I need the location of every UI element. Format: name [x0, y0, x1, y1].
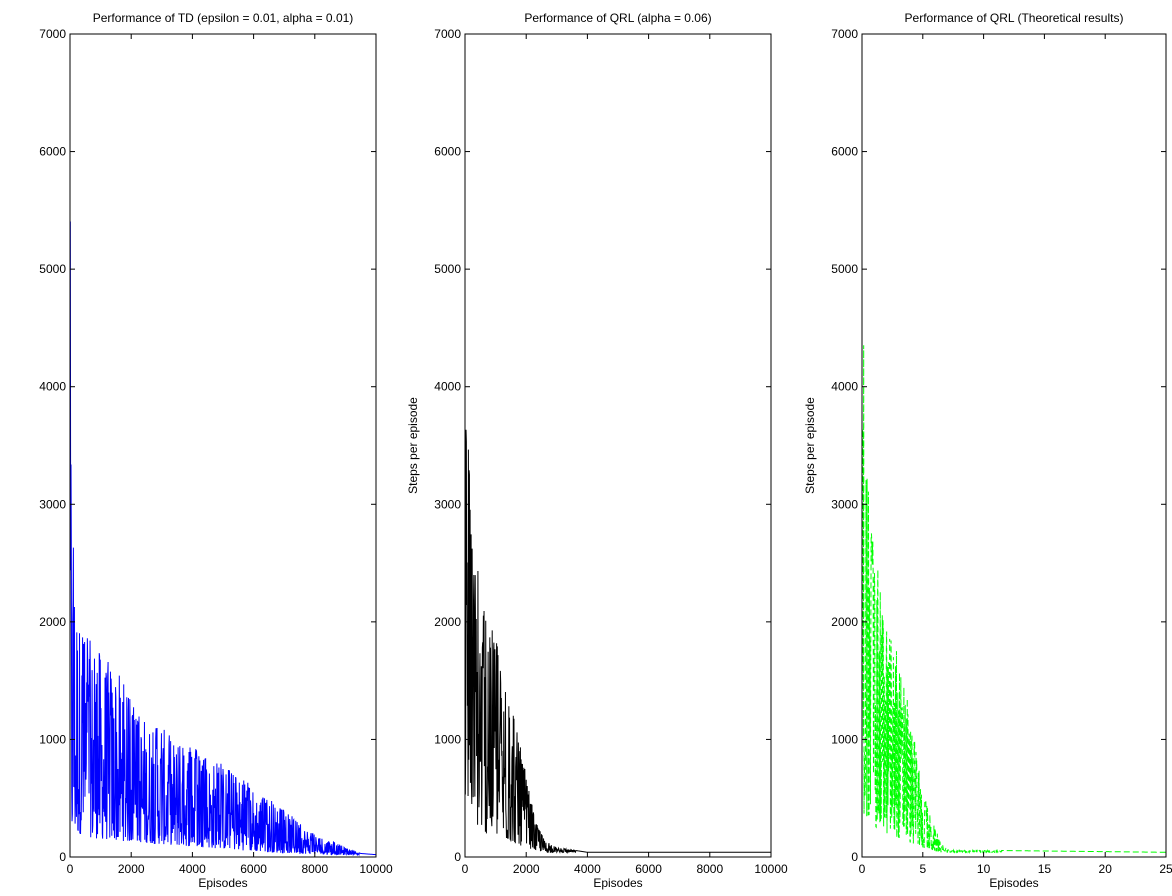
x-tick-label: 6000 — [635, 862, 662, 876]
x-tick-label: 6000 — [240, 862, 267, 876]
y-tick-label: 2000 — [39, 615, 66, 629]
x-tick-label: 8000 — [696, 862, 723, 876]
x-tick-label: 10000 — [754, 862, 788, 876]
plot-frame — [464, 33, 772, 858]
plot-frame — [861, 33, 1167, 858]
series-line-1 — [465, 429, 771, 855]
x-axis-label: Episodes — [593, 876, 642, 890]
x-tick-label: 8000 — [301, 862, 328, 876]
x-tick-label: 2000 — [513, 862, 540, 876]
y-tick-label: 0 — [851, 850, 858, 864]
y-tick-label: 6000 — [831, 145, 858, 159]
x-tick-label: 10 — [977, 862, 991, 876]
plot-frame — [69, 33, 377, 858]
y-tick-label: 6000 — [434, 145, 461, 159]
series-line-1 — [70, 221, 376, 857]
y-tick-label: 2000 — [434, 615, 461, 629]
y-tick-label: 5000 — [39, 262, 66, 276]
y-tick-label: 7000 — [39, 27, 66, 41]
y-tick-label: 1000 — [39, 732, 66, 746]
y-tick-label: 2000 — [831, 615, 858, 629]
x-tick-label: 10000 — [359, 862, 393, 876]
x-tick-label: 5 — [919, 862, 926, 876]
y-tick-label: 3000 — [39, 497, 66, 511]
chart-panel-2: 0 1000 2000 3000 4000 5000 6000 7000 0 2000 4000 60… — [406, 11, 788, 890]
x-tick-label: 25 — [1159, 862, 1172, 876]
x-axis-label: Episodes — [198, 876, 247, 890]
x-axis-label: Episodes — [989, 876, 1038, 890]
y-tick-label: 4000 — [39, 380, 66, 394]
x-tick-label: 0 — [67, 862, 74, 876]
y-tick-label: 1000 — [831, 732, 858, 746]
y-tick-label: 5000 — [831, 262, 858, 276]
x-tick-label: 0 — [462, 862, 469, 876]
y-tick-label: 4000 — [434, 380, 461, 394]
x-tick-label: 15 — [1038, 862, 1052, 876]
y-tick-label: 3000 — [831, 497, 858, 511]
chart-title: Performance of TD (epsilon = 0.01, alpha… — [93, 11, 354, 25]
x-tick-label: 0 — [859, 862, 866, 876]
x-tick-label: 2000 — [118, 862, 145, 876]
y-tick-label: 4000 — [831, 380, 858, 394]
y-axis-label: Steps per episode — [406, 397, 420, 494]
chart-title: Performance of QRL (Theoretical results) — [905, 11, 1124, 25]
y-tick-label: 7000 — [434, 27, 461, 41]
series-line-1 — [862, 345, 1166, 854]
y-axis-label: Steps per episode — [803, 397, 817, 494]
y-tick-label: 7000 — [831, 27, 858, 41]
chart-title: Performance of QRL (alpha = 0.06) — [524, 11, 711, 25]
chart-panel-1: 0 1000 2000 3000 4000 5000 6000 7000 0 2000 4000 60… — [39, 11, 393, 890]
chart-panel-3: 0 1000 2000 3000 4000 5000 6000 7000 0 5 10 15 20 25 P… — [803, 11, 1172, 890]
y-tick-label: 0 — [59, 850, 66, 864]
x-tick-label: 20 — [1099, 862, 1113, 876]
y-tick-label: 0 — [454, 850, 461, 864]
y-tick-label: 6000 — [39, 145, 66, 159]
y-tick-label: 3000 — [434, 497, 461, 511]
x-tick-label: 4000 — [179, 862, 206, 876]
y-tick-label: 5000 — [434, 262, 461, 276]
x-tick-label: 4000 — [574, 862, 601, 876]
y-tick-label: 1000 — [434, 732, 461, 746]
